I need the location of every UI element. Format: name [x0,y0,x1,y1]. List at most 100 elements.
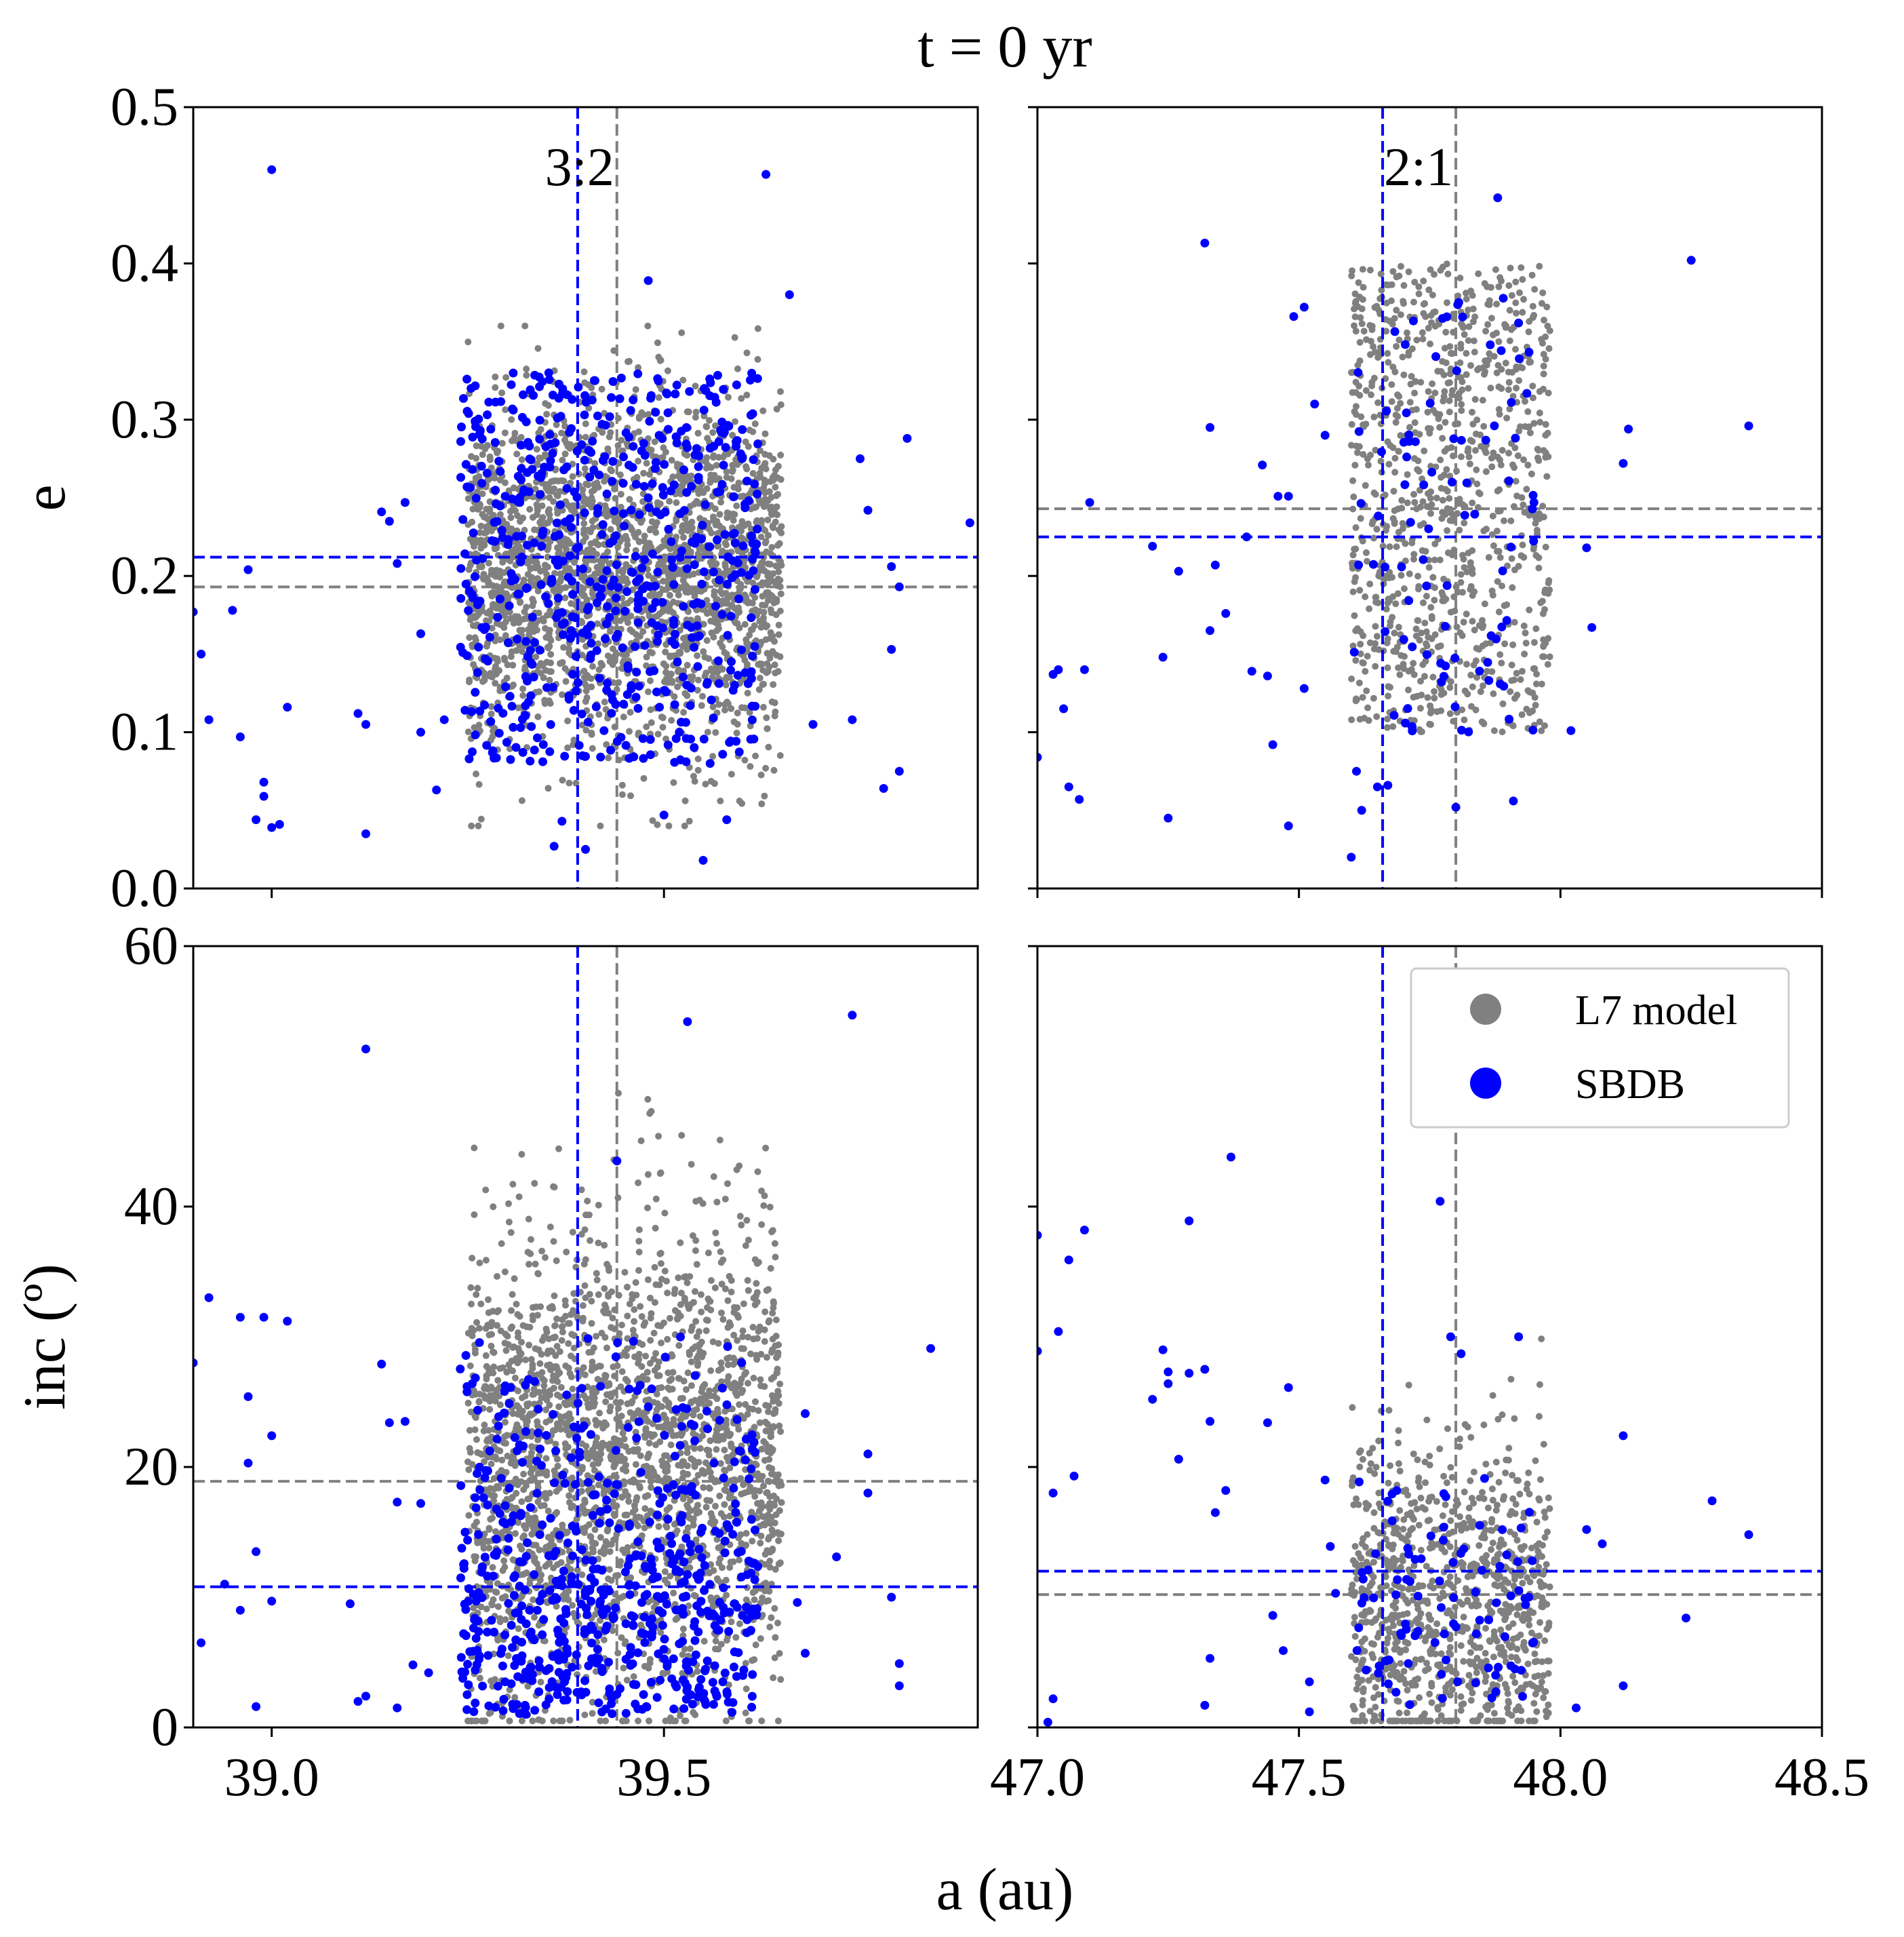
model-point [1431,556,1438,564]
model-point [714,596,721,603]
model-point [1349,551,1357,559]
sbdb-point [647,618,656,627]
model-point [696,500,703,507]
model-point [678,329,686,336]
model-point [620,713,627,721]
model-point [701,653,709,661]
model-point [1536,418,1544,426]
sbdb-point [728,573,737,583]
model-point [1386,543,1393,551]
model-point [1465,337,1472,345]
sbdb-point [627,505,636,515]
model-point [1419,335,1427,343]
model-point [481,1530,488,1538]
model-point [1541,722,1548,729]
model-point [537,669,544,677]
model-point [767,550,774,557]
model-point [607,466,614,473]
sbdb-point [1515,354,1524,364]
model-point [1493,300,1501,308]
model-point [1526,359,1533,366]
model-point [661,553,669,560]
model-point [1448,444,1455,451]
sbdb-point [516,557,525,567]
model-point [1410,555,1417,563]
model-point [525,631,532,639]
sbdb-point [597,592,606,602]
model-point [1463,610,1470,618]
model-point [582,726,590,734]
sbdb-point [1505,714,1514,724]
model-point [1469,292,1476,299]
model-point [1447,678,1454,686]
sbdb-point [1437,678,1446,687]
model-point [763,591,771,598]
model-point [700,1484,707,1491]
model-point [485,560,492,567]
model-point [504,661,511,669]
model-point [1460,619,1467,626]
model-point [493,566,500,574]
sbdb-point [524,487,534,496]
sbdb-point [578,564,587,574]
model-point [604,548,612,555]
model-point [1519,276,1526,283]
model-point [650,1329,658,1337]
model-point [549,488,556,495]
sbdb-point [1401,718,1410,728]
model-point [723,509,731,517]
model-point [749,608,756,615]
model-point [1513,385,1520,392]
sbdb-point [496,397,506,406]
model-point [643,723,650,730]
model-point [561,450,569,458]
resonance-annotation: 3:2 [545,138,614,197]
model-point [497,322,504,330]
model-point [660,577,667,585]
model-point [523,366,530,372]
sbdb-point [596,752,606,762]
model-point [1352,328,1360,335]
model-point [469,643,476,650]
sbdb-point [585,473,595,482]
model-point [1389,320,1396,328]
model-point [680,667,688,675]
model-point [635,414,643,422]
model-point [1349,389,1356,396]
model-point [768,1375,775,1383]
model-point [1502,359,1509,367]
model-point [534,587,542,595]
model-point [757,447,763,454]
model-point [1442,511,1449,518]
model-point [606,627,614,635]
sbdb-point [574,741,584,750]
sbdb-point [726,737,735,746]
model-point [751,1596,758,1603]
sbdb-point [496,594,505,604]
sbdb-point [664,425,673,434]
model-point [582,687,590,694]
sbdb-point [1299,684,1309,693]
model-point [1355,383,1363,390]
model-point [595,640,602,648]
sbdb-point [607,709,616,718]
model-point [1495,406,1503,413]
model-point [1413,406,1420,413]
sbdb-point [1686,256,1696,265]
sbdb-point [477,461,486,471]
sbdb-point [468,433,477,442]
sbdb-point [504,638,513,648]
model-point [728,1289,735,1295]
sbdb-point [502,738,511,747]
model-point [757,533,765,541]
model-point [1387,622,1394,629]
model-point [764,597,772,604]
model-point [582,698,589,705]
sbdb-point [747,701,757,711]
sbdb-point [1458,312,1467,321]
model-point [537,454,544,462]
sbdb-point [1624,425,1633,434]
model-point [588,384,595,391]
sbdb-point [734,594,744,604]
model-point [1522,629,1529,637]
